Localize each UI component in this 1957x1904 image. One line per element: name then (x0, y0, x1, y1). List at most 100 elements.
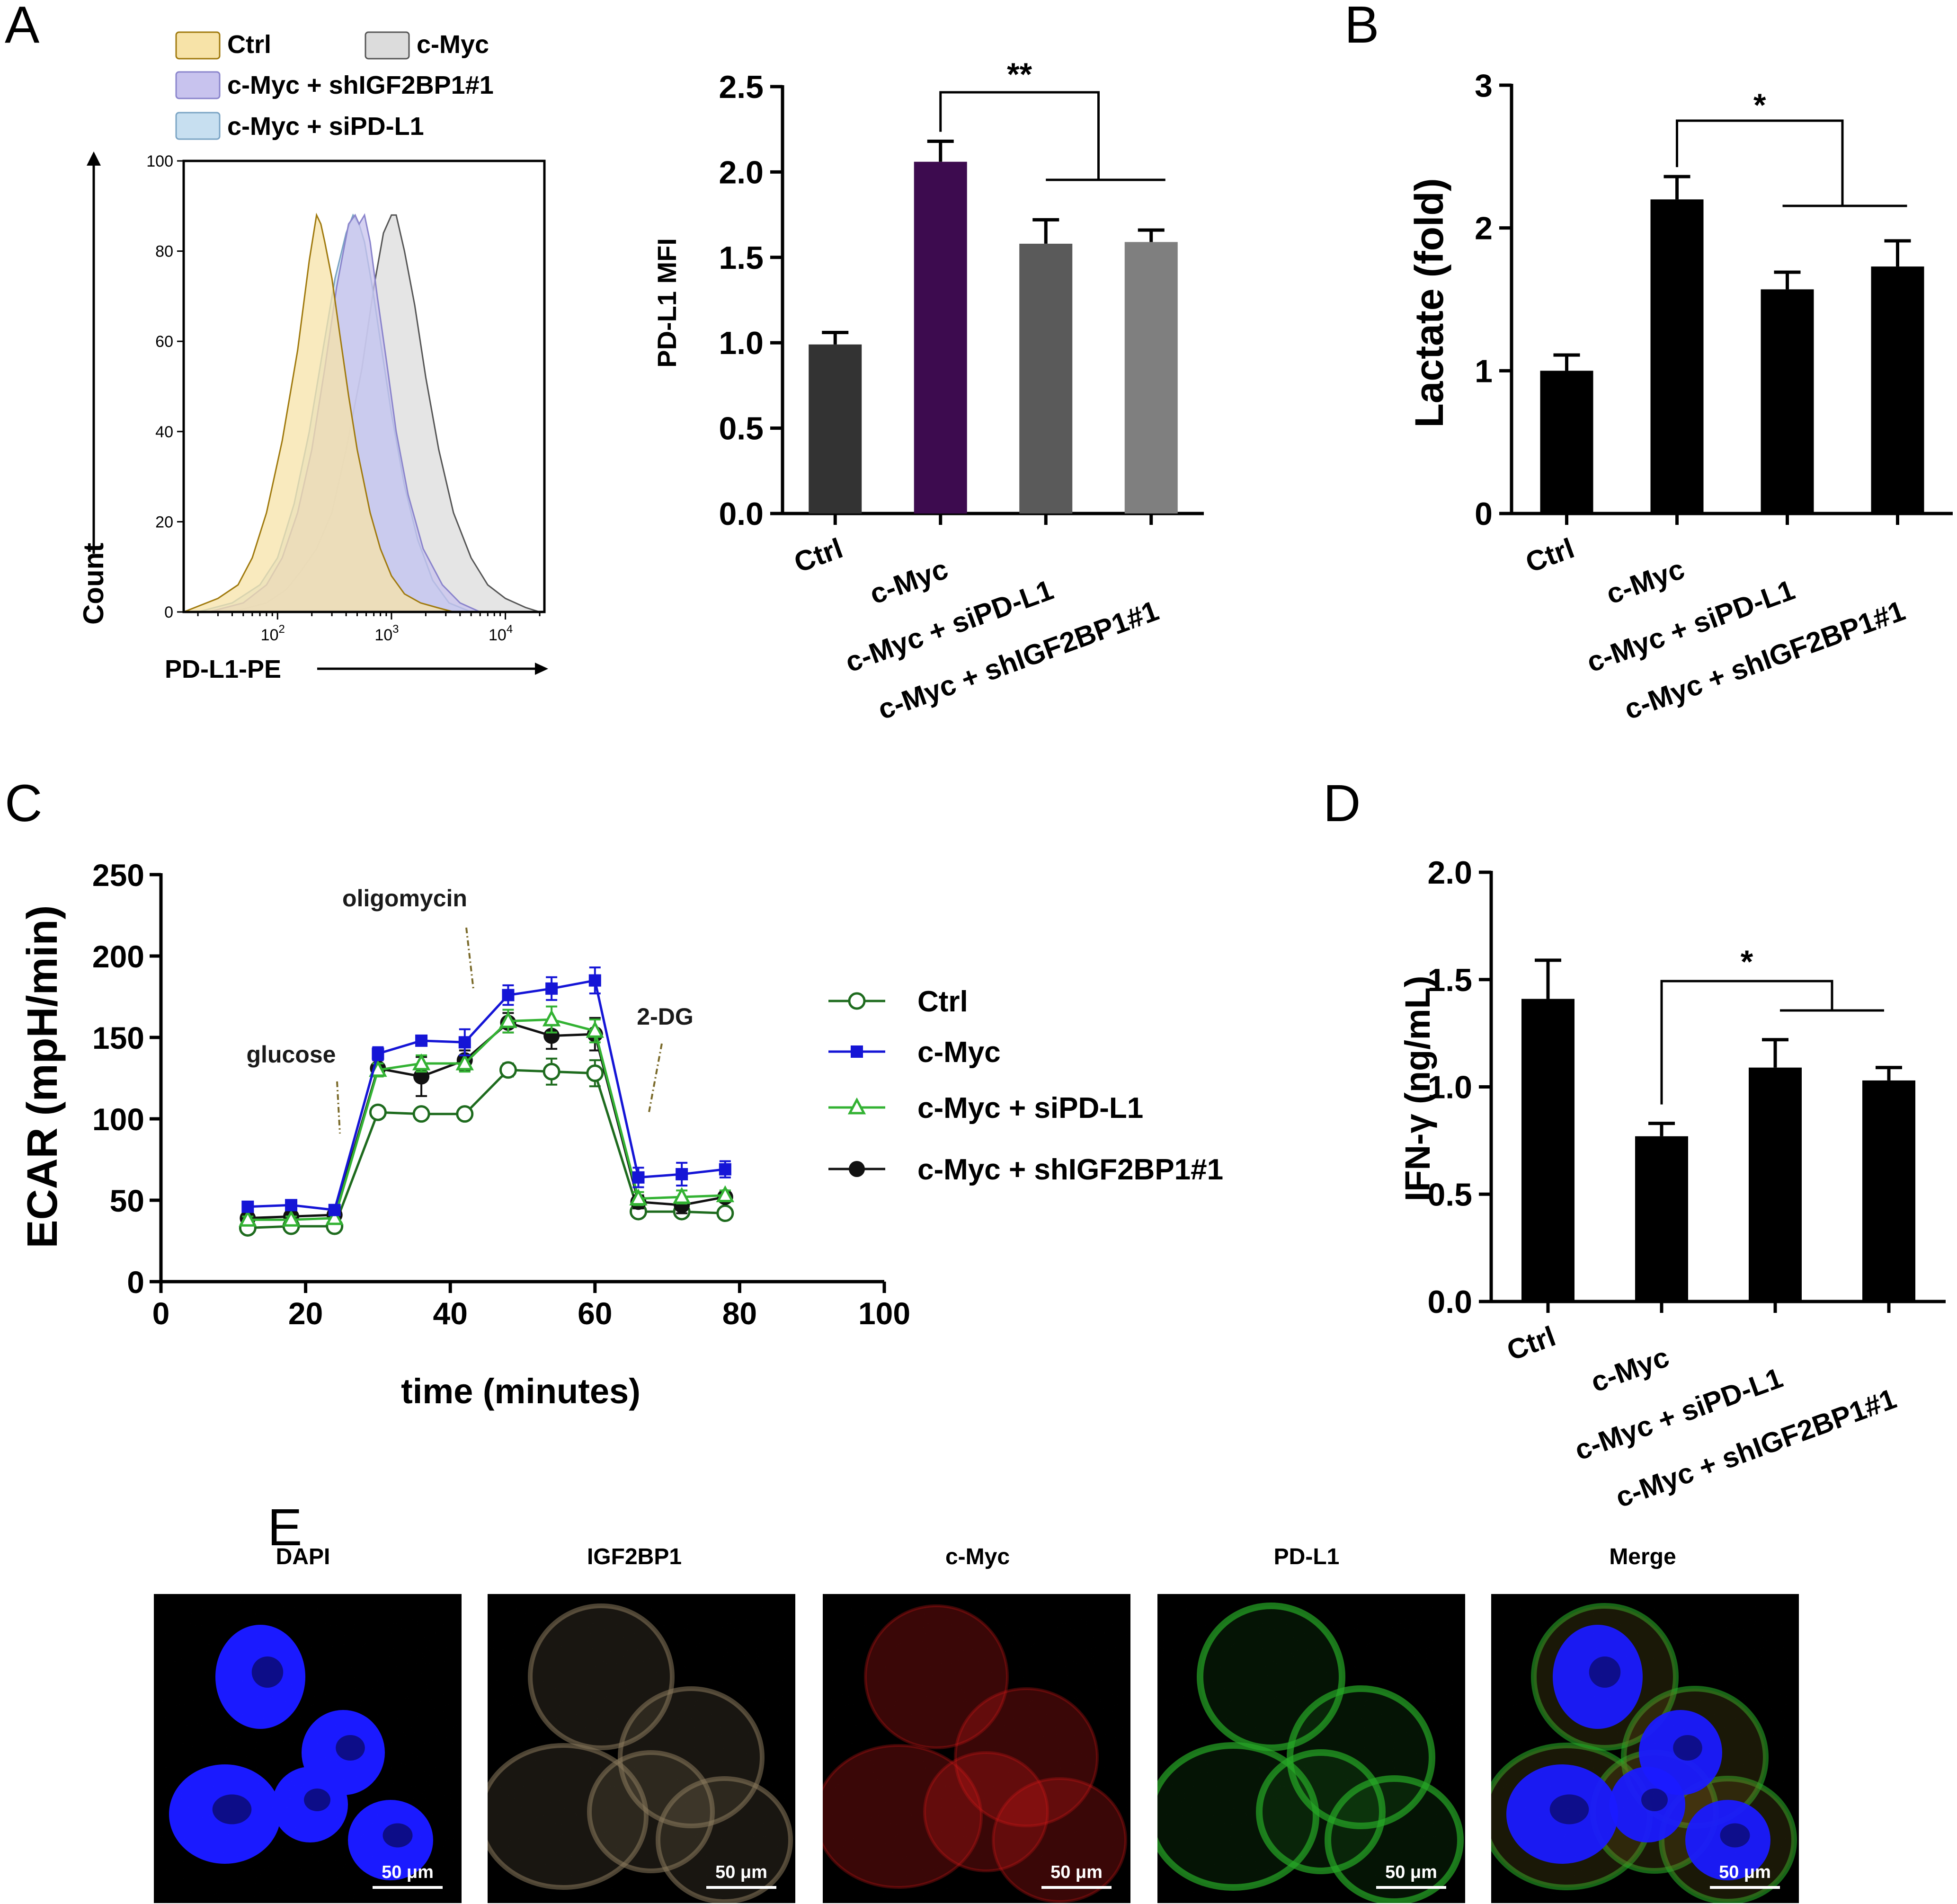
image-layer: 50 μm (1491, 1594, 1799, 1903)
y-tick-label: 2.0 (1427, 855, 1472, 891)
data-point (632, 1171, 645, 1184)
x-tick-label: c-Myc (1587, 1341, 1673, 1398)
plot-frame (182, 159, 546, 613)
noise-overlay (1157, 1594, 1465, 1903)
image-layer: 50 μm (154, 1594, 462, 1903)
legend-swatch (365, 31, 410, 60)
x-tick-label: 60 (578, 1296, 612, 1331)
series-line (248, 979, 726, 1212)
annotation-label: oligomycin (342, 885, 467, 912)
y-tick-label: 250 (92, 858, 144, 893)
annotation-label: 2-DG (637, 1003, 693, 1030)
micro-title: c-Myc (945, 1544, 1010, 1569)
annotation-marker (336, 1081, 341, 1134)
y-tick-label: 0.5 (1427, 1177, 1472, 1213)
y-tick-label: 2.0 (719, 154, 764, 190)
data-point (369, 1103, 387, 1121)
x-arrow-head (535, 663, 548, 675)
significance-marker: ** (1007, 56, 1032, 92)
data-point (239, 1209, 257, 1227)
noise-overlay (154, 1594, 462, 1903)
bar (1019, 243, 1073, 514)
data-point (415, 1034, 428, 1047)
x-tick-label: 0 (152, 1296, 170, 1331)
legend-swatch (175, 112, 221, 140)
histogram-curve (183, 213, 454, 613)
bar (1871, 266, 1924, 514)
scale-label: 50 μm (1385, 1862, 1437, 1882)
significance-marker: * (1741, 944, 1753, 980)
x-tick-base: 10 (261, 626, 279, 644)
data-point (282, 1209, 301, 1227)
x-tick-exp: 2 (279, 623, 285, 636)
legend-label: Ctrl (227, 30, 271, 59)
x-tick-label: 80 (722, 1296, 757, 1331)
y-tick-label: 60 (155, 333, 173, 351)
y-tick-label: 200 (92, 939, 144, 974)
y-tick-label: 50 (110, 1183, 144, 1218)
panel-label-e: E (267, 1498, 302, 1557)
y-tick-label: 1.5 (719, 240, 764, 276)
data-point (719, 1163, 731, 1176)
bar (914, 161, 967, 514)
data-point (676, 1168, 688, 1180)
legend-label: c-Myc (917, 1036, 1001, 1069)
y-axis-label: Count (78, 543, 109, 625)
legend-label: c-Myc + siPD-L1 (917, 1092, 1143, 1125)
y-tick-label: 0.0 (1427, 1284, 1472, 1320)
significance-marker: * (1753, 87, 1766, 123)
bar (1650, 199, 1704, 514)
scale-label: 50 μm (1719, 1862, 1771, 1882)
data-point (412, 1105, 430, 1123)
data-point (588, 974, 601, 987)
x-tick-label: c-Myc (1602, 553, 1689, 610)
y-tick-label: 1 (1475, 353, 1493, 389)
legend-marker (849, 1161, 865, 1177)
y-tick-label: 0 (127, 1265, 144, 1300)
y-tick-label: 0.5 (719, 411, 764, 447)
legend-label: Ctrl (917, 985, 968, 1018)
legend-swatch (175, 71, 221, 99)
y-tick-label: 2.5 (719, 69, 764, 105)
panel-label-d: D (1323, 774, 1361, 832)
image-layer: 50 μm (823, 1594, 1130, 1903)
micro-title: Merge (1609, 1544, 1676, 1569)
x-tick-base: 10 (489, 626, 507, 644)
panel-label-b: B (1344, 0, 1379, 54)
x-axis-label: time (minutes) (401, 1372, 640, 1411)
annotation-marker (648, 1043, 663, 1115)
noise-overlay (1491, 1594, 1799, 1903)
x-tick-exp: 4 (507, 623, 513, 636)
x-tick-label: Ctrl (1521, 532, 1578, 578)
image-content: 50 μm (1491, 1594, 1799, 1903)
y-axis-label: ECAR (mpH/min) (19, 905, 66, 1249)
image-content: 50 μm (823, 1594, 1130, 1903)
bar (1862, 1080, 1915, 1302)
image-layer: 50 μm (488, 1594, 795, 1903)
bar (1521, 999, 1574, 1302)
series-line (248, 1018, 725, 1221)
bar (1749, 1067, 1802, 1302)
legend-label: c-Myc + shIGF2BP1#1 (227, 71, 494, 99)
bar (1124, 242, 1178, 514)
y-arrow-head (87, 151, 101, 166)
panel-label-c: C (5, 774, 42, 832)
y-tick-label: 40 (155, 423, 173, 441)
y-tick-label: 3 (1475, 68, 1493, 104)
y-axis-label: IFN-γ (ng/mL) (1398, 976, 1437, 1202)
significance-bracket (1660, 980, 1833, 1105)
y-axis-label: Lactate (fold) (1407, 178, 1451, 427)
data-point (716, 1185, 735, 1203)
y-tick-label: 1.0 (1427, 1070, 1472, 1106)
data-point (545, 982, 558, 995)
data-point (543, 1063, 560, 1080)
data-point (629, 1188, 648, 1206)
data-point (456, 1105, 474, 1123)
y-tick-label: 80 (155, 243, 173, 261)
data-point (499, 1061, 517, 1079)
noise-overlay (488, 1594, 795, 1903)
y-tick-label: 100 (146, 152, 173, 170)
data-point (328, 1204, 341, 1216)
